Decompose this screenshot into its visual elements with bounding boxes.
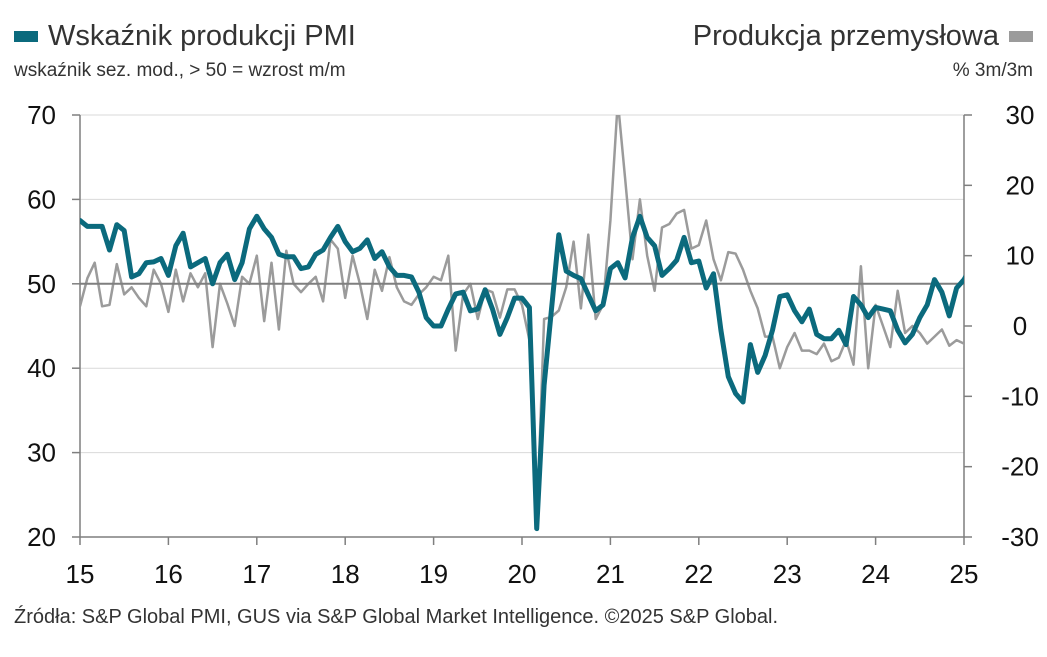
x-tick-label: 16 bbox=[154, 559, 183, 589]
y-right-tick-label: 10 bbox=[1006, 241, 1035, 271]
y-left-tick-label: 70 bbox=[27, 100, 56, 130]
x-tick-label: 15 bbox=[66, 559, 95, 589]
x-tick-label: 24 bbox=[861, 559, 890, 589]
x-tick-label: 22 bbox=[684, 559, 713, 589]
x-tick-label: 18 bbox=[331, 559, 360, 589]
industrial-production-line bbox=[80, 115, 964, 528]
x-tick-label: 25 bbox=[950, 559, 979, 589]
dual-axis-line-chart: 70 60 50 40 30 20 30 20 10 0 -10 -20 -30 15 16 17 18 19 20… bbox=[27, 100, 1039, 589]
x-tick-label: 19 bbox=[419, 559, 448, 589]
y-left-tick-label: 60 bbox=[27, 184, 56, 214]
legend-pmi: Wskaźnik produkcji PMI bbox=[14, 18, 356, 54]
x-tick-label: 17 bbox=[242, 559, 271, 589]
ip-series-subtitle: % 3m/3m bbox=[952, 60, 1033, 81]
y-left-tick-label: 40 bbox=[27, 353, 56, 383]
y-right-tick-label: -20 bbox=[1001, 452, 1039, 482]
pmi-legend-swatch bbox=[14, 30, 38, 42]
y-right-tick-label: -10 bbox=[1001, 381, 1039, 411]
y-right-tick-label: 30 bbox=[1006, 100, 1035, 130]
ip-series-title: Produkcja przemysłowa bbox=[692, 20, 999, 52]
y-left-tick-label: 30 bbox=[27, 438, 56, 468]
y-left-tick-label: 50 bbox=[27, 269, 56, 299]
y-left-tick-label: 20 bbox=[27, 522, 56, 552]
ip-legend-swatch bbox=[1009, 30, 1033, 42]
x-tick-label: 21 bbox=[596, 559, 625, 589]
pmi-series-title: Wskaźnik produkcji PMI bbox=[48, 20, 356, 52]
source-note: Źródła: S&P Global PMI, GUS via S&P Glob… bbox=[14, 606, 779, 628]
legend-industrial-production: Produkcja przemysłowa bbox=[693, 18, 1033, 54]
x-tick-label: 23 bbox=[773, 559, 802, 589]
pmi-line bbox=[80, 213, 964, 532]
x-tick-label: 20 bbox=[508, 559, 537, 589]
y-right-tick-label: 20 bbox=[1006, 170, 1035, 200]
y-right-tick-label: -30 bbox=[1001, 522, 1039, 552]
pmi-series-subtitle: wskaźnik sez. mod., > 50 = wzrost m/m bbox=[14, 60, 346, 81]
y-right-tick-label: 0 bbox=[1013, 311, 1027, 341]
